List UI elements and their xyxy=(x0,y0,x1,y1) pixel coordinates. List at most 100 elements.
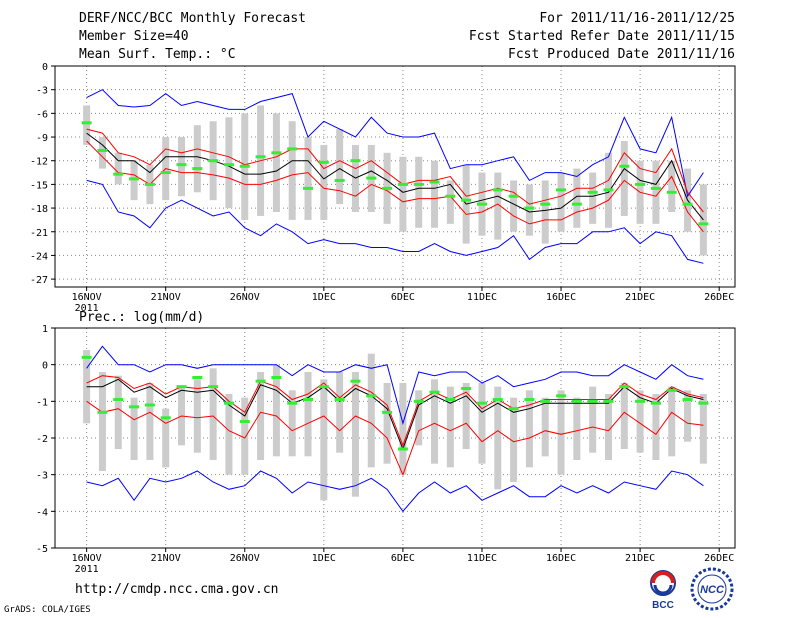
temp-member-box xyxy=(83,105,91,145)
prec-xtick-label: 21NOV xyxy=(151,553,181,564)
temp-member-box xyxy=(541,180,549,244)
prec-member-box xyxy=(146,383,154,460)
temp-member-box xyxy=(336,129,344,205)
prec-member-box xyxy=(351,372,359,497)
temp-xtick-label: 26DEC xyxy=(704,292,734,303)
temp-member-box xyxy=(525,184,533,236)
prec-ytick-label: 0 xyxy=(42,361,48,372)
prec-member-box xyxy=(636,390,644,453)
temp-member-box xyxy=(494,172,502,240)
prec-xtick-label: 6DEC xyxy=(391,553,415,564)
bcc-logo-icon: BCC xyxy=(650,570,676,610)
prec-xtick-label: 1DEC xyxy=(312,553,336,564)
temp-xtick-sublabel: 2011 xyxy=(75,303,99,314)
temp-xtick-label: 21NOV xyxy=(151,292,181,303)
temp-mean-line xyxy=(86,132,704,221)
prec-lower-line xyxy=(86,400,704,477)
prec-member-box xyxy=(415,390,423,446)
temp-xtick-label: 1DEC xyxy=(312,292,336,303)
prec-member-box xyxy=(336,372,344,453)
temp-xtick-label: 16NOV xyxy=(72,292,102,303)
prec-xtick-label: 26NOV xyxy=(230,553,260,564)
temp-xtick-label: 21DEC xyxy=(625,292,655,303)
grads-credit: GrADS: COLA/IGES xyxy=(4,605,91,615)
prec-member-box xyxy=(257,372,265,460)
bcc-logo-text: BCC xyxy=(652,600,674,610)
prec-member-box xyxy=(541,397,549,457)
temp-ytick-label: 0 xyxy=(42,62,48,73)
prec-member-box xyxy=(162,408,170,468)
temp-member-box xyxy=(652,160,660,224)
prec-member-box xyxy=(304,372,312,457)
prec-member-box xyxy=(431,379,439,464)
prec-member-box xyxy=(288,390,296,457)
temp-member-box xyxy=(304,137,312,220)
temp-member-box xyxy=(193,125,201,193)
temp-member-box xyxy=(573,168,581,228)
prec-member-box xyxy=(193,379,201,453)
temp-ytick-label: -15 xyxy=(30,180,48,191)
prec-member-box xyxy=(589,386,597,453)
prec-ytick-label: -3 xyxy=(36,471,48,482)
temp-lower-line xyxy=(86,140,704,233)
member-size: Member Size=40 xyxy=(79,29,189,44)
prec-member-box xyxy=(399,383,407,475)
temp-xtick-label: 11DEC xyxy=(467,292,497,303)
temp-member-box xyxy=(98,137,106,169)
temp-member-box xyxy=(510,180,518,232)
temp-member-box xyxy=(589,172,597,224)
fcst-produced-date: Fcst Produced Date 2011/11/16 xyxy=(508,47,735,62)
prec-member-box xyxy=(130,397,138,460)
temp-member-box xyxy=(225,117,233,209)
temp-member-box xyxy=(320,144,328,220)
prec-member-box xyxy=(320,379,328,501)
temp-member-box xyxy=(178,137,186,197)
temp-max-line xyxy=(86,89,704,198)
prec-member-box xyxy=(668,386,676,457)
temp-member-box xyxy=(668,160,676,213)
temp-member-box xyxy=(130,160,138,201)
prec-ytick-label: -4 xyxy=(36,507,48,518)
temp-ytick-label: -6 xyxy=(36,109,48,120)
temp-frame xyxy=(54,65,736,288)
prec-ytick-label: -5 xyxy=(36,544,48,555)
prec-max-line xyxy=(86,345,704,426)
prec-member-box xyxy=(225,394,233,475)
prec-xtick-label: 21DEC xyxy=(625,553,655,564)
prec-member-box xyxy=(525,390,533,468)
prec-panel-title: Prec.: log(mm/d) xyxy=(79,310,205,325)
temp-ytick-label: -27 xyxy=(30,275,48,286)
temp-member-box xyxy=(557,172,565,232)
temp-member-box xyxy=(399,156,407,232)
prec-ytick-label: -1 xyxy=(36,397,48,408)
prec-member-box xyxy=(367,353,375,468)
prec-member-box xyxy=(462,383,470,449)
ncc-logo-icon: NCC xyxy=(690,567,734,611)
prec-member-box xyxy=(557,390,565,475)
prec-member-box xyxy=(98,372,106,471)
prec-member-box xyxy=(241,397,249,475)
temp-ytick-label: -18 xyxy=(30,204,48,215)
temp-member-box xyxy=(431,160,439,228)
footer-url[interactable]: http://cmdp.ncc.cma.gov.cn xyxy=(75,582,279,597)
prec-member-box xyxy=(209,368,217,460)
prec-member-box xyxy=(272,364,280,457)
temp-min-line xyxy=(86,179,704,264)
temp-ytick-label: -12 xyxy=(30,157,48,168)
fcst-started-date: Fcst Started Refer Date 2011/11/15 xyxy=(468,29,735,44)
prec-xtick-label: 16DEC xyxy=(546,553,576,564)
temp-panel-title: Mean Surf. Temp.: °C xyxy=(79,47,236,62)
prec-member-box xyxy=(573,397,581,460)
prec-xtick-label: 11DEC xyxy=(467,553,497,564)
prec-ytick-label: 1 xyxy=(42,324,48,335)
prec-min-line xyxy=(86,470,704,513)
temp-xtick-label: 26NOV xyxy=(230,292,260,303)
chart-title: DERF/NCC/BCC Monthly Forecast xyxy=(79,11,306,26)
temp-member-box xyxy=(272,113,280,213)
temp-member-box xyxy=(415,156,423,228)
forecast-period: For 2011/11/16-2011/12/25 xyxy=(539,11,735,26)
temp-ytick-label: -21 xyxy=(30,228,48,239)
prec-xtick-sublabel: 2011 xyxy=(75,564,99,575)
